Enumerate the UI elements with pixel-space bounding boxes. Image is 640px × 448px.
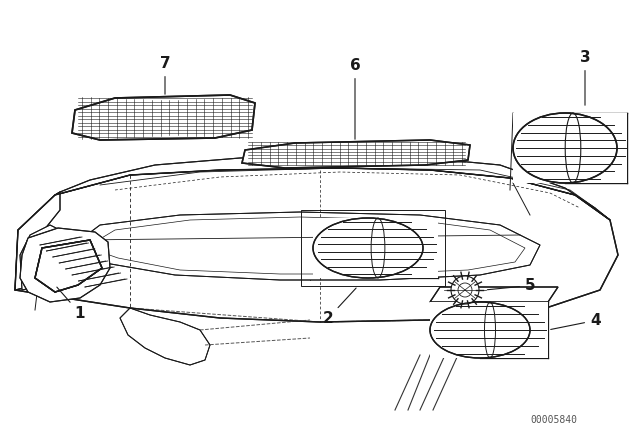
Ellipse shape — [513, 113, 617, 183]
Text: 6: 6 — [349, 58, 360, 139]
Text: 5: 5 — [488, 278, 536, 293]
Ellipse shape — [313, 218, 423, 278]
Polygon shape — [430, 302, 548, 358]
Polygon shape — [430, 287, 558, 302]
Polygon shape — [242, 140, 470, 168]
Text: 00005840: 00005840 — [531, 415, 577, 425]
Polygon shape — [80, 212, 540, 280]
Polygon shape — [120, 308, 210, 365]
Polygon shape — [35, 240, 102, 292]
Polygon shape — [55, 155, 610, 220]
Circle shape — [451, 276, 479, 304]
Text: 2: 2 — [323, 288, 356, 326]
Polygon shape — [20, 225, 65, 290]
Text: 4: 4 — [551, 313, 600, 329]
Polygon shape — [72, 95, 255, 140]
Polygon shape — [35, 240, 102, 292]
Text: 7: 7 — [160, 56, 170, 94]
Polygon shape — [513, 113, 627, 183]
Polygon shape — [313, 218, 438, 278]
Text: 3: 3 — [580, 50, 590, 105]
Ellipse shape — [430, 302, 530, 358]
Text: 1: 1 — [57, 287, 85, 321]
Polygon shape — [15, 168, 618, 322]
Polygon shape — [20, 228, 110, 302]
Polygon shape — [15, 192, 60, 290]
